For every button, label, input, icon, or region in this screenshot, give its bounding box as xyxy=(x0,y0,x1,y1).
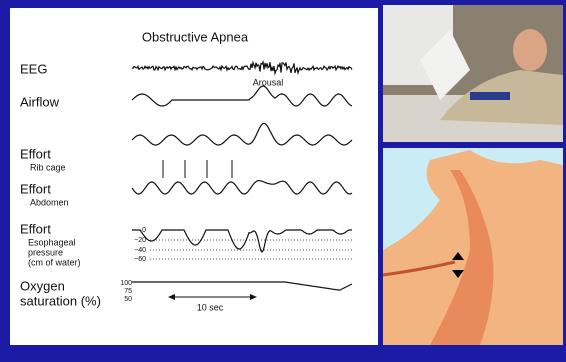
oxygen-label: saturation (%) xyxy=(20,293,101,308)
eeg-label: EEG xyxy=(20,61,47,76)
abdomen-label: Abdomen xyxy=(30,197,69,207)
diagram-title: Obstructive Apnea xyxy=(142,29,249,44)
page: {"diagram": { "title": "Obstructive Apne… xyxy=(0,0,566,362)
pressure-tick: −40 xyxy=(134,247,146,254)
effort-label: Effort xyxy=(20,181,51,196)
pressure-tick: −20 xyxy=(134,237,146,244)
saturation-tick: 75 xyxy=(124,288,132,295)
saturation-tick: 100 xyxy=(120,280,132,287)
photo-patient xyxy=(383,5,563,142)
effort-label: Effort xyxy=(20,221,51,236)
effort-label: Effort xyxy=(20,146,51,161)
slide: Obstructive Apnea EEG Arousal Airflow Ef… xyxy=(0,0,566,362)
rib-cage-label: Rib cage xyxy=(30,162,66,172)
pressure-tick: 0 xyxy=(142,227,146,234)
arousal-label: Arousal xyxy=(253,77,284,87)
esophageal-label: (cm of water) xyxy=(28,257,81,267)
esophageal-label: Esophageal xyxy=(28,237,76,247)
saturation-tick: 50 xyxy=(124,296,132,303)
oxygen-label: Oxygen xyxy=(20,278,65,293)
pressure-tick: −60 xyxy=(134,256,146,263)
time-scale-label: 10 sec xyxy=(197,302,224,312)
airflow-label: Airflow xyxy=(20,94,60,109)
photo-airway xyxy=(383,148,563,345)
esophageal-label: pressure xyxy=(28,247,63,257)
